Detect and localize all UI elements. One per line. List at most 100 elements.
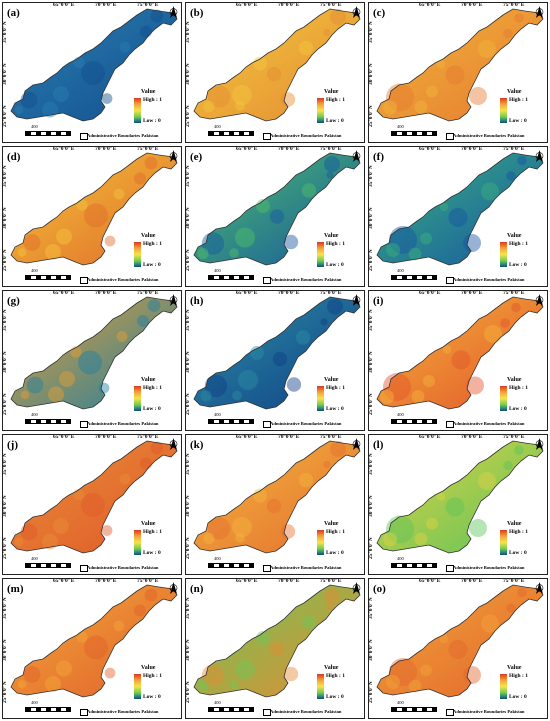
value-patch xyxy=(203,532,215,545)
lat-tick: 25°0'0"N xyxy=(185,393,191,415)
value-patch xyxy=(113,188,125,200)
legend-colorbar xyxy=(500,386,507,411)
value-patch xyxy=(517,155,527,166)
admin-legend-swatch xyxy=(263,709,271,716)
admin-label: Administrative Boundaries Pakistan xyxy=(87,133,159,138)
value-patch xyxy=(20,91,38,109)
legend-title: Value xyxy=(507,521,522,527)
lat-tick: 35°0'0"N xyxy=(368,453,374,475)
pakistan-map xyxy=(193,584,361,698)
north-arrow-icon xyxy=(169,294,178,306)
value-patches xyxy=(14,441,164,550)
legend-high: High : 1 xyxy=(326,529,345,535)
scale-label: 400 xyxy=(397,124,404,129)
legend-high: High : 1 xyxy=(326,673,345,679)
scale-label: 400 xyxy=(31,124,38,129)
value-patch xyxy=(197,247,209,260)
admin-label: Administrative Boundaries Pakistan xyxy=(453,709,525,714)
value-patch xyxy=(232,390,242,401)
legend-high: High : 1 xyxy=(143,673,162,679)
country-shape xyxy=(377,297,543,409)
legend-low: Low : 0 xyxy=(326,406,344,412)
lon-tick: 70°0'0"E xyxy=(461,2,483,8)
legend-colorbar xyxy=(500,530,507,555)
legend: Value High : 1 Low : 0 xyxy=(131,377,179,417)
legend-low: Low : 0 xyxy=(509,694,527,700)
legend: Value High : 1 Low : 0 xyxy=(497,521,545,561)
lon-tick: 75°0'0"E xyxy=(137,434,159,440)
value-patch xyxy=(478,472,496,490)
pakistan-map xyxy=(193,8,361,122)
panel-label: (j) xyxy=(7,439,18,451)
lon-tick: 75°0'0"E xyxy=(137,146,159,152)
value-patch xyxy=(414,100,428,114)
legend-high: High : 1 xyxy=(509,529,528,535)
value-patch xyxy=(84,635,108,660)
lon-tick: 75°0'0"E xyxy=(320,434,342,440)
legend: Value High : 1 Low : 0 xyxy=(314,521,362,561)
scale-label: 400 xyxy=(214,700,221,705)
value-patch xyxy=(506,603,516,613)
value-patches xyxy=(17,156,158,260)
lon-tick: 70°0'0"E xyxy=(461,146,483,152)
lon-tick: 65°0'0"E xyxy=(419,578,441,584)
map-panel-13: (m) 65°0'0"E 70°0'0"E 75°0'0"E 35°0'0"N … xyxy=(2,578,182,719)
north-arrow-icon xyxy=(535,150,544,162)
scale-bar xyxy=(25,131,71,136)
value-patch xyxy=(383,532,397,547)
lat-tick: 30°0'0"N xyxy=(185,351,191,373)
value-patch xyxy=(503,460,513,471)
admin-legend-swatch xyxy=(263,421,271,428)
value-patch xyxy=(235,101,245,111)
lat-tick: 35°0'0"N xyxy=(185,21,191,43)
value-patch xyxy=(503,28,513,39)
legend-high: High : 1 xyxy=(509,385,528,391)
value-patch xyxy=(14,537,24,547)
value-patch xyxy=(81,493,105,517)
legend-title: Value xyxy=(141,89,156,95)
panel-label: (o) xyxy=(373,583,386,595)
map-panel-9: (i) 65°0'0"E 70°0'0"E 75°0'0"E 35°0'0"N … xyxy=(368,290,548,431)
lon-tick: 75°0'0"E xyxy=(320,2,342,8)
value-patch xyxy=(235,533,245,543)
legend-title: Value xyxy=(324,521,339,527)
country-shape xyxy=(11,9,177,121)
panel-label: (c) xyxy=(373,7,386,19)
value-patch xyxy=(330,441,346,457)
north-arrow-icon xyxy=(352,582,361,594)
value-patch xyxy=(116,331,128,342)
lat-tick: 25°0'0"N xyxy=(185,681,191,703)
lon-tick: 65°0'0"E xyxy=(419,146,441,152)
admin-legend-swatch xyxy=(446,565,454,572)
lat-tick: 30°0'0"N xyxy=(368,207,374,229)
value-patch xyxy=(272,351,288,367)
legend: Value High : 1 Low : 0 xyxy=(314,665,362,705)
panel-label: (i) xyxy=(373,295,384,307)
legend-high: High : 1 xyxy=(326,97,345,103)
legend-high: High : 1 xyxy=(509,241,528,247)
value-patch xyxy=(283,234,299,250)
lon-tick: 75°0'0"E xyxy=(503,146,525,152)
scale-label: 400 xyxy=(397,412,404,417)
value-patch xyxy=(414,532,428,546)
value-patch xyxy=(42,533,58,550)
admin-legend-swatch xyxy=(80,709,88,716)
scale-bar xyxy=(25,275,71,280)
value-patch xyxy=(448,207,468,228)
value-patch xyxy=(408,679,422,693)
admin-label: Administrative Boundaries Pakistan xyxy=(87,421,159,426)
value-patch xyxy=(280,92,296,107)
value-patch xyxy=(386,243,400,257)
value-patch xyxy=(144,588,158,602)
lat-tick: 35°0'0"N xyxy=(368,21,374,43)
value-patch xyxy=(408,247,422,261)
admin-label: Administrative Boundaries Pakistan xyxy=(270,421,342,426)
scale-label: 400 xyxy=(397,700,404,705)
scale-bar xyxy=(25,419,71,424)
lat-tick: 25°0'0"N xyxy=(185,537,191,559)
legend-title: Value xyxy=(324,233,339,239)
legend-colorbar xyxy=(134,674,141,699)
value-patch xyxy=(56,660,72,677)
legend-high: High : 1 xyxy=(509,673,528,679)
